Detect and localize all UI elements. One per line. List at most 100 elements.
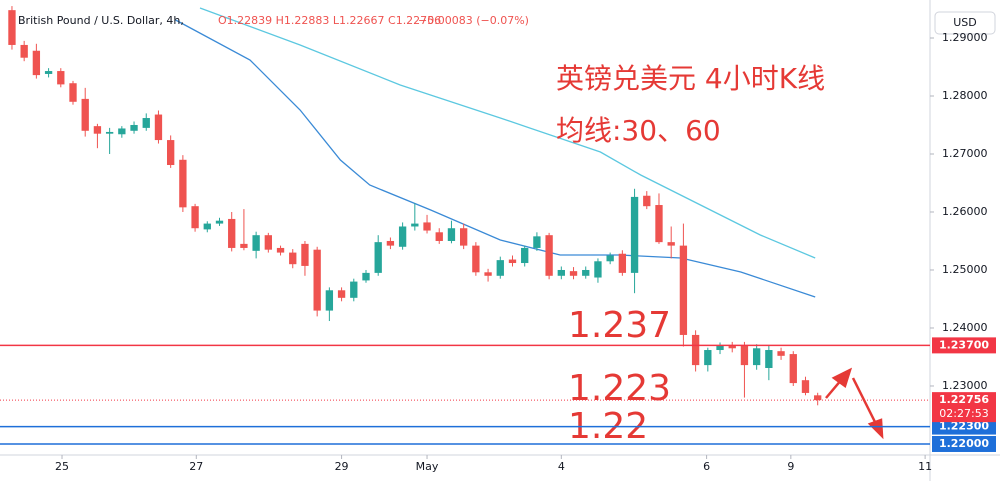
price-label-box bbox=[932, 435, 996, 452]
candle-body bbox=[411, 223, 419, 227]
candle-body bbox=[215, 220, 224, 224]
candle-body bbox=[582, 269, 590, 276]
candle-body bbox=[630, 196, 639, 273]
candle-body bbox=[350, 281, 358, 298]
candle-body bbox=[521, 247, 529, 264]
candle-body bbox=[606, 255, 614, 262]
candle-body bbox=[264, 235, 272, 250]
candle-body bbox=[130, 124, 138, 131]
annotation-title: 英镑兑美元 4小时K线 bbox=[556, 62, 825, 95]
x-tick-label: 25 bbox=[55, 460, 69, 473]
candle-body bbox=[728, 345, 736, 349]
currency[interactable]: USD bbox=[953, 16, 977, 29]
y-tick-label: 1.23000 bbox=[942, 379, 988, 392]
annotation-level: 1.223 bbox=[568, 368, 671, 409]
candle-body bbox=[337, 290, 346, 298]
last-price-box bbox=[932, 392, 996, 423]
candle-body bbox=[533, 236, 541, 248]
candle-body bbox=[496, 260, 504, 276]
candle-body bbox=[423, 222, 431, 231]
x-tick-label: 29 bbox=[335, 460, 349, 473]
x-tick-label: 9 bbox=[787, 460, 794, 473]
candle-body bbox=[276, 247, 285, 253]
candle-body bbox=[618, 253, 627, 273]
candle-body bbox=[752, 348, 761, 366]
candle-body bbox=[765, 350, 773, 369]
y-tick-label: 1.25000 bbox=[942, 263, 988, 276]
candle-body bbox=[44, 71, 53, 74]
price-label-box bbox=[932, 337, 996, 354]
y-tick-label: 1.27000 bbox=[942, 147, 988, 160]
candle-body bbox=[191, 206, 199, 229]
candle-body bbox=[679, 245, 688, 335]
change: −0.00083 (−0.07%) bbox=[418, 14, 529, 27]
candle-body bbox=[472, 245, 480, 273]
candle-body bbox=[594, 261, 602, 278]
candle-body bbox=[398, 226, 407, 247]
moving-average bbox=[175, 19, 816, 298]
candle-body bbox=[643, 195, 651, 207]
candle-body bbox=[435, 232, 443, 241]
candle-body bbox=[313, 249, 321, 311]
candle-body bbox=[508, 259, 517, 264]
countdown: 02:27:53 bbox=[939, 407, 988, 420]
candle-body bbox=[655, 205, 663, 243]
x-tick-label: May bbox=[416, 460, 439, 473]
candle-body bbox=[167, 140, 175, 166]
candle-body bbox=[252, 235, 260, 251]
candle-body bbox=[142, 118, 150, 128]
candle-body bbox=[716, 345, 724, 351]
last-price-label: 1.22756 bbox=[939, 393, 989, 406]
currency-box[interactable] bbox=[934, 11, 996, 35]
x-tick-label: 11 bbox=[918, 460, 932, 473]
candle-body bbox=[386, 240, 395, 246]
candle-body bbox=[179, 159, 187, 208]
candle-body bbox=[459, 228, 468, 246]
candle-body bbox=[289, 252, 297, 265]
y-tick-label: 1.28000 bbox=[942, 89, 988, 102]
candle-body bbox=[691, 334, 700, 366]
y-tick-label: 1.26000 bbox=[942, 205, 988, 218]
candle-body bbox=[118, 128, 126, 135]
candle-body bbox=[105, 131, 114, 134]
candle-body bbox=[374, 242, 382, 273]
candle-body bbox=[447, 228, 456, 241]
price-label: 1.22300 bbox=[939, 420, 989, 433]
candle-body bbox=[569, 271, 578, 276]
candle-body bbox=[740, 345, 749, 366]
ohlc: O1.22839 H1.22883 L1.22667 C1.22756 bbox=[218, 14, 441, 27]
y-tick-label: 1.29000 bbox=[942, 31, 988, 44]
arrow-head bbox=[831, 367, 853, 389]
x-tick-label: 4 bbox=[558, 460, 565, 473]
moving-average bbox=[199, 7, 816, 259]
candle-body bbox=[325, 290, 334, 311]
candle-body bbox=[801, 380, 810, 393]
y-tick-label: 1.24000 bbox=[942, 321, 988, 334]
candle-body bbox=[32, 50, 41, 76]
annotation-level: 1.237 bbox=[568, 305, 671, 346]
candle-body bbox=[203, 223, 211, 230]
candle-body bbox=[69, 83, 77, 102]
candle-body bbox=[154, 114, 163, 141]
candle-body bbox=[484, 272, 492, 276]
price-label-box bbox=[932, 418, 996, 435]
arrow bbox=[851, 377, 878, 425]
x-tick-label: 27 bbox=[189, 460, 203, 473]
candle-body bbox=[81, 98, 89, 131]
arrow-head bbox=[867, 418, 884, 440]
candle-body bbox=[667, 242, 675, 246]
candle-body bbox=[20, 44, 28, 58]
candle-body bbox=[789, 354, 797, 384]
candle-body bbox=[704, 350, 712, 366]
candle-body bbox=[240, 243, 248, 248]
candle-body bbox=[57, 71, 65, 85]
candle-body bbox=[301, 243, 309, 266]
plot bbox=[8, 6, 822, 406]
symbol: British Pound / U.S. Dollar, 4h, bbox=[18, 14, 184, 27]
price-label: 1.22000 bbox=[939, 437, 989, 450]
candle-body bbox=[777, 351, 785, 356]
annotation-subtitle: 均线:30、60 bbox=[556, 114, 721, 147]
candle-body bbox=[557, 269, 565, 276]
x-tick-label: 6 bbox=[703, 460, 710, 473]
